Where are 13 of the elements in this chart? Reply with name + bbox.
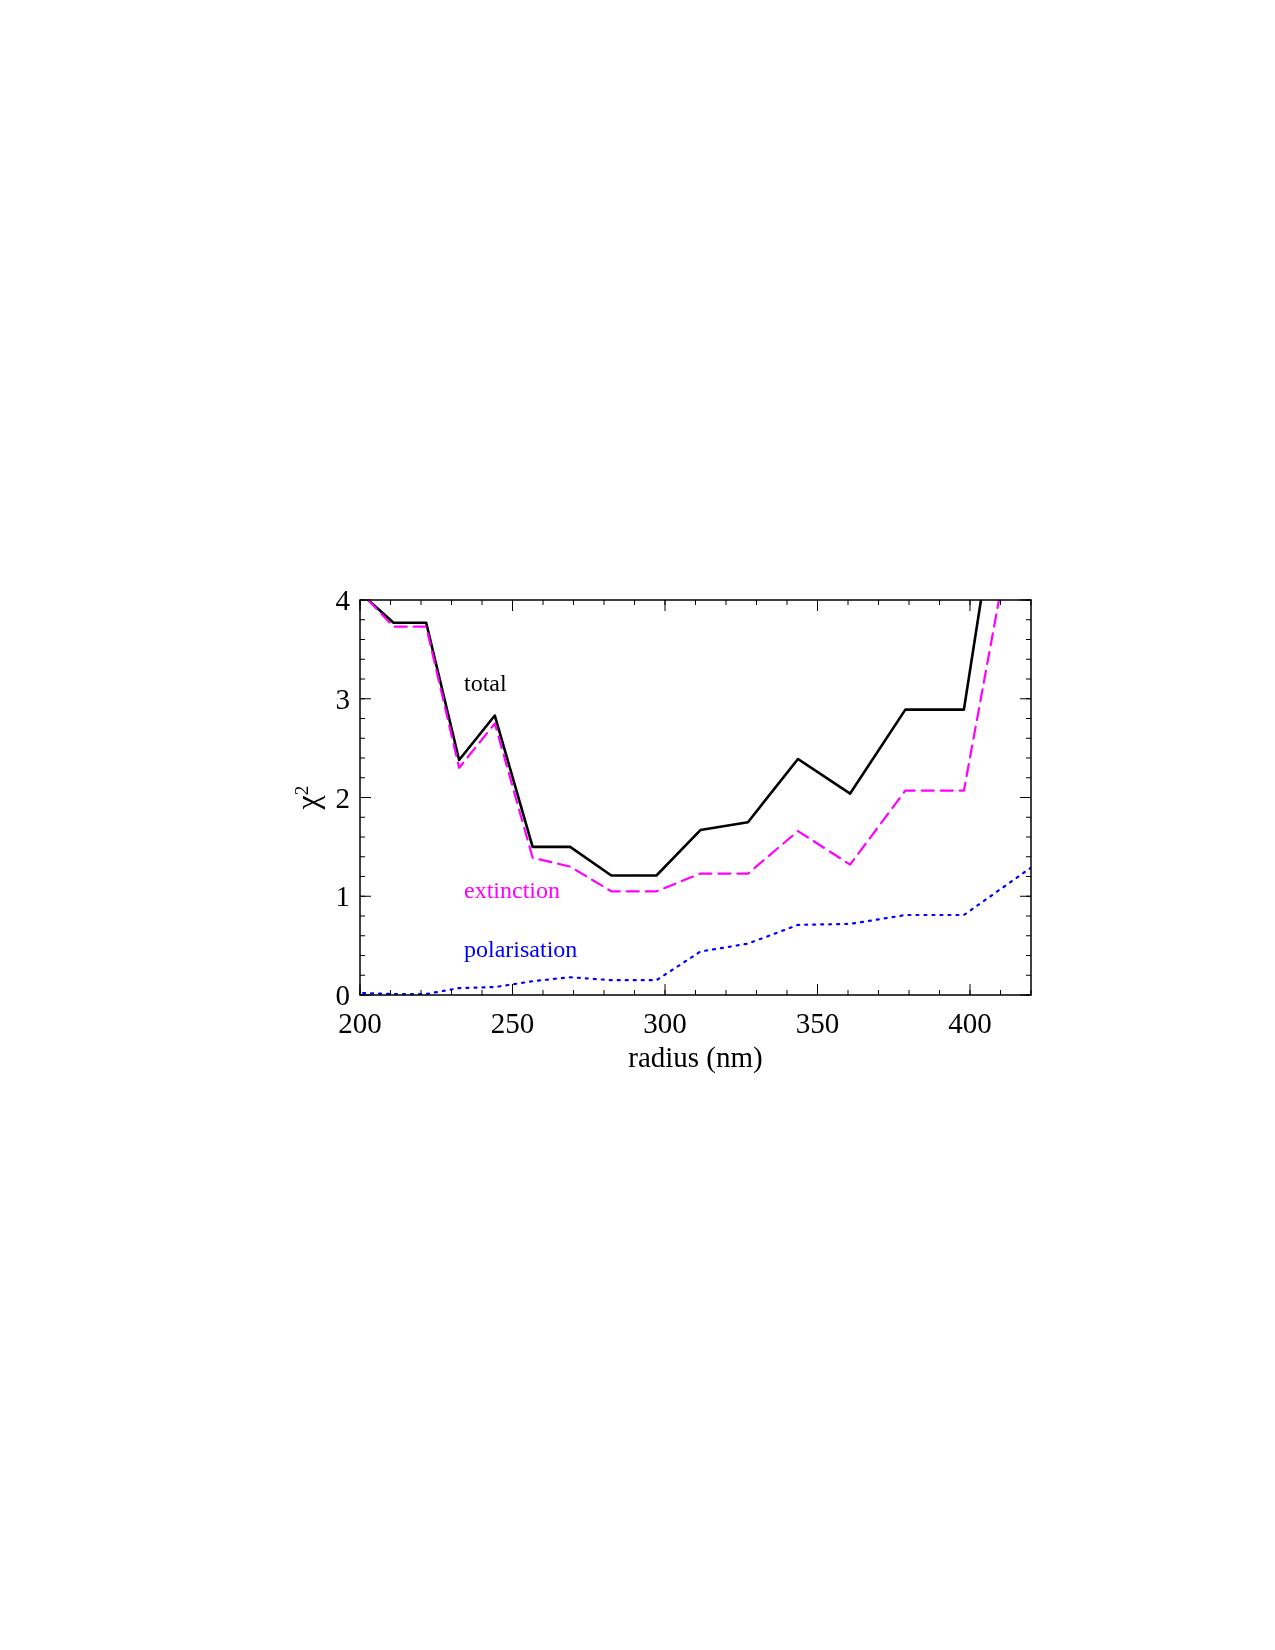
- series-label: total: [464, 669, 507, 696]
- y-tick-label: 2: [335, 781, 350, 814]
- x-tick-label: 300: [643, 1007, 687, 1039]
- y-tick-label: 4: [335, 584, 351, 616]
- series-label: polarisation: [464, 936, 578, 963]
- x-tick-label: 350: [795, 1007, 840, 1039]
- x-tick-label: 400: [948, 1007, 992, 1039]
- x-axis-title: radius (nm): [628, 1041, 763, 1074]
- series-label: extinction: [464, 877, 560, 904]
- line-series: [361, 866, 1031, 995]
- y-tick-label: 3: [335, 682, 350, 715]
- x-tick-label: 250: [490, 1007, 535, 1039]
- y-tick-label: 1: [335, 880, 350, 913]
